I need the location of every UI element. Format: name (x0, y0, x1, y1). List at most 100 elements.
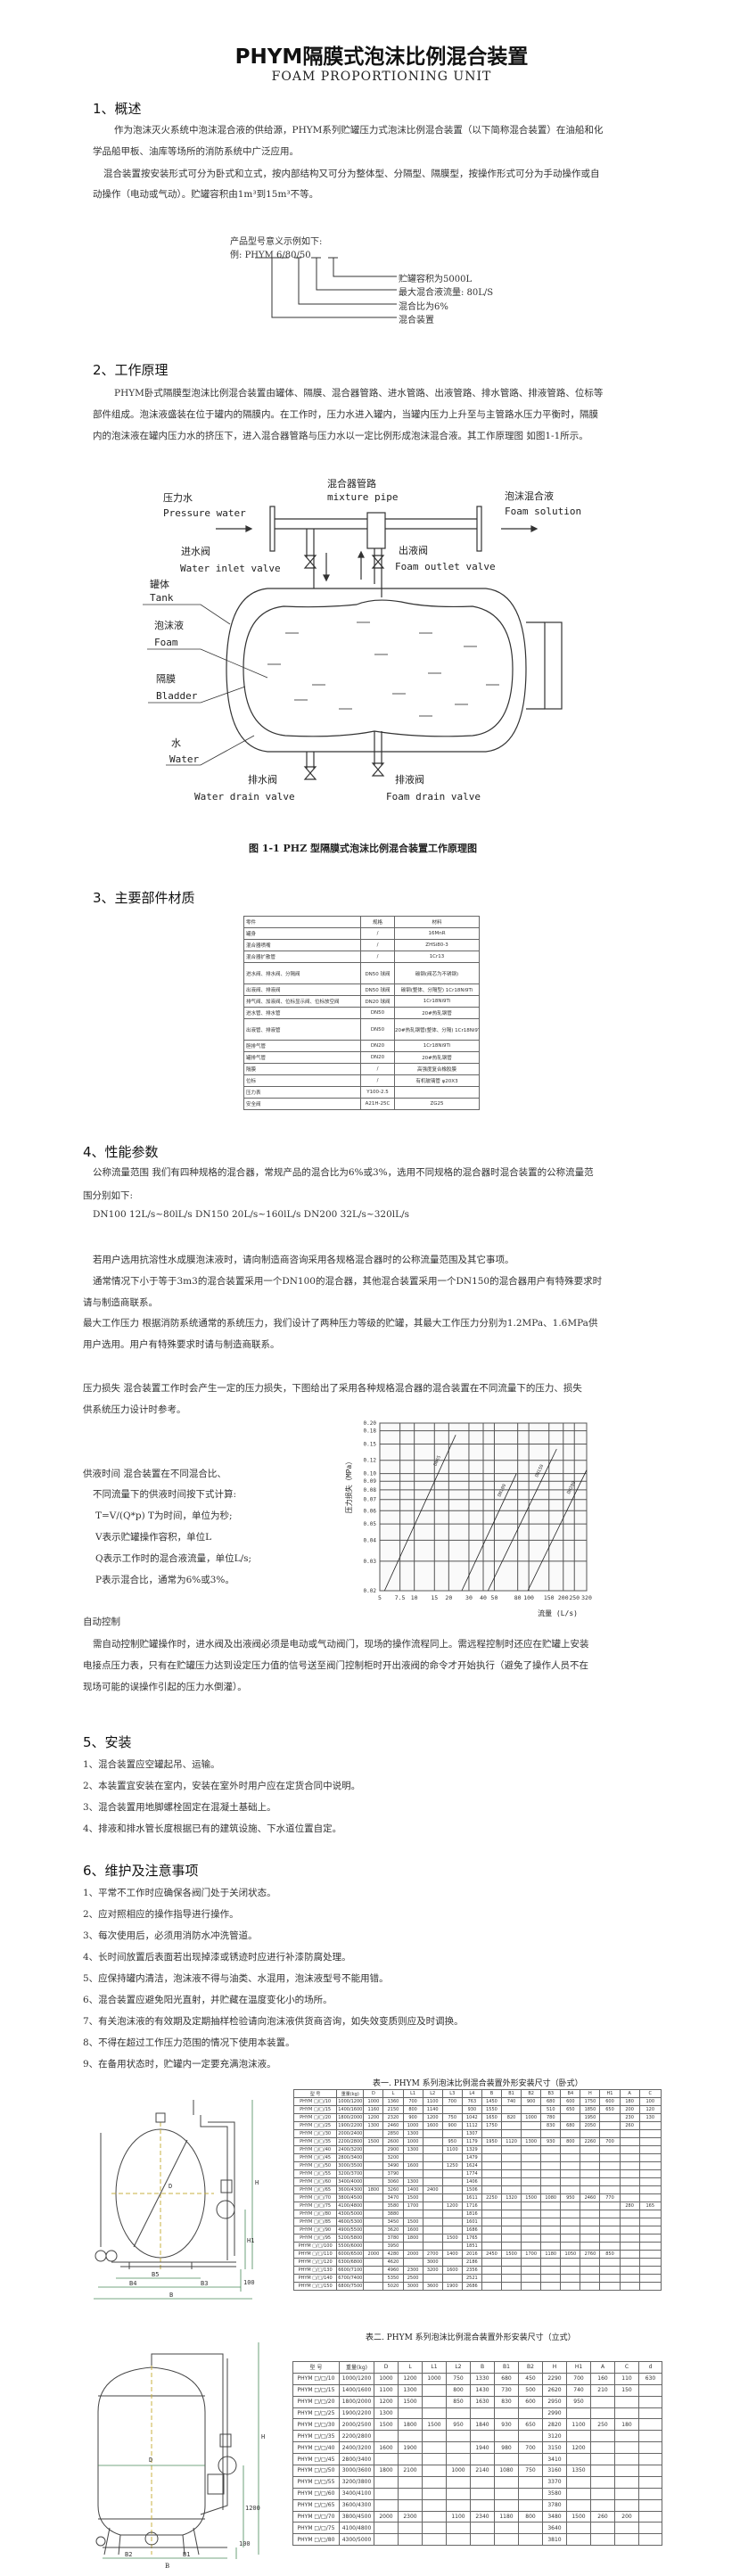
table-cell: 1500 (398, 2395, 423, 2408)
x-tick-label: 150 (544, 1594, 555, 1601)
table-cell: 165 (638, 2202, 662, 2210)
table-row: PHYM □/□/20 1800/2000 1200 2320 900 1200 750 10… (292, 2113, 662, 2122)
table-cell (521, 2234, 542, 2243)
table-cell (521, 2129, 542, 2138)
table-cell: 1120 (501, 2137, 522, 2146)
table-cell: 900 (402, 2113, 423, 2122)
table-cell (540, 2210, 562, 2218)
table-cell: DN20 (360, 1040, 395, 1052)
table-cell: 1450 (481, 2097, 503, 2106)
table-cell: / (360, 1063, 395, 1075)
table-row: PHYM □/□/75 4100/4800 3580 1700 1200 1716 280 1… (292, 2202, 662, 2210)
table-cell (560, 2242, 581, 2251)
table-cell (590, 2522, 615, 2535)
table-cell (560, 2129, 581, 2138)
table-cell: 1200 (566, 2441, 591, 2455)
table-cell (619, 2169, 640, 2178)
series-label: DN150 (534, 1464, 545, 1478)
table-cell: 1000 (374, 2372, 399, 2385)
table-cell (590, 2430, 615, 2443)
pressure-loss-chart: 5 7.5 10 15 20 30 40 50 80 100 150 200 250 320 0.02 0.0… (344, 1420, 592, 1617)
table-cell (470, 2475, 495, 2489)
table-cell (481, 2258, 503, 2267)
table-cell (638, 2533, 662, 2547)
table-cell (521, 2105, 542, 2114)
table-cell (638, 2274, 662, 2283)
table-cell (619, 2137, 640, 2146)
table-cell (614, 2522, 639, 2535)
table-cell: 3400/4100 (339, 2487, 374, 2500)
table-cell: 1300 (374, 2407, 399, 2420)
table-row: PHYM □/□/30 2000/2400 2850 1300 1307 (292, 2129, 662, 2138)
table-cell: 950 (446, 2418, 471, 2432)
table-cell (422, 2274, 443, 2283)
table-cell (422, 2129, 443, 2138)
table-cell (580, 2202, 601, 2210)
y-tick-label: 0.08 (364, 1487, 377, 1494)
table-cell: 700 (518, 2441, 543, 2455)
table-cell (599, 2234, 621, 2243)
table-cell: 3000 (402, 2282, 423, 2291)
table-row: PHYM □/□/55 3200/3700 3790 1774 (292, 2169, 662, 2178)
table-cell (518, 2407, 543, 2420)
supply-line: 供液时间 混合装置在不同混合比、 (83, 1469, 226, 1479)
table-cell (501, 2161, 522, 2170)
table-row: 混合器喷嘴 / ZHSi80-3 (243, 939, 480, 951)
table-row: 出液阀、排液阀 DN50 球阀 碳钢(整体、分隔型) 1Cr18Ni9Ti (243, 983, 480, 996)
dim-label: 100 (239, 2540, 251, 2547)
table-row: PHYM □/□/40 2400/3200 2900 1300 1100 1329 (292, 2145, 662, 2154)
header-cell: 重量(kg) (339, 2361, 374, 2374)
table-cell: 1500 (402, 2218, 423, 2226)
table-cell: 2800/3400 (336, 2153, 365, 2162)
table-cell (599, 2218, 621, 2226)
table-cell: PHYM □/□/35 (292, 2430, 340, 2443)
table-row: PHYM □/□/120 6300/6800 4620 3000 2186 (292, 2258, 662, 2267)
table-cell: 950 (441, 2137, 463, 2146)
table-cell: 2140 (470, 2465, 495, 2477)
table-cell: DN50 球阀 (360, 962, 395, 984)
table-cell: 3580 (382, 2202, 404, 2210)
table-cell: 650 (560, 2105, 581, 2114)
table-cell: 1900 (441, 2282, 463, 2291)
table-cell (422, 2533, 447, 2547)
table-cell (566, 2522, 591, 2535)
table-cell (422, 2498, 447, 2512)
table-cell: 700 (566, 2372, 591, 2385)
table-cell (521, 2202, 542, 2210)
table-cell: 680 (540, 2097, 562, 2106)
header-cell: B2 (518, 2361, 543, 2374)
header-cell: 零件 (243, 916, 361, 928)
table-cell: 1180 (494, 2510, 519, 2523)
table-cell: 4100/4800 (336, 2202, 365, 2210)
table-cell: 180 (619, 2097, 640, 2106)
table-cell (422, 2218, 443, 2226)
table-cell: 1307 (461, 2129, 482, 2138)
table-cell (441, 2193, 463, 2202)
table-cell (422, 2193, 443, 2202)
table-cell (363, 2153, 384, 2162)
table-cell (560, 2234, 581, 2243)
table-cell (599, 2226, 621, 2234)
table-row: PHYM □/□/70 3800/4500 2000 2300 1100 2340 1180… (292, 2510, 662, 2523)
table-row: PHYM □/□/90 4900/5500 3620 1600 1686 (292, 2226, 662, 2234)
table-cell (363, 2226, 384, 2234)
table-cell: 1400 (441, 2250, 463, 2259)
table-cell: 3200/3800 (339, 2475, 374, 2489)
table-cell (446, 2453, 471, 2466)
mixer-en-label: mixture pipe (327, 491, 398, 503)
table-cell (580, 2145, 601, 2154)
table-cell: 1300 (521, 2137, 542, 2146)
table-cell (638, 2161, 662, 2170)
foam-drain-cn-label: 排液阀 (395, 773, 424, 786)
supply-line: 不同流量下的供液时间按下式计算: (93, 1489, 237, 1500)
supply-line: V表示贮罐操作容积，单位L (95, 1532, 212, 1543)
header-cell: L3 (441, 2089, 463, 2098)
table-cell: 碳钢(整体、分隔型) 1Cr18Ni9Ti (394, 983, 480, 996)
table-cell: 2000 (402, 2250, 423, 2259)
table-cell: 2000/2500 (339, 2418, 374, 2432)
table-cell: PHYM □/□/150 (292, 2282, 338, 2291)
list-item: 1、混合装置应空罐起吊、运输。 (83, 1759, 220, 1770)
table-cell (560, 2210, 581, 2218)
table-cell (638, 2177, 662, 2186)
dim-label: H (261, 2433, 265, 2440)
